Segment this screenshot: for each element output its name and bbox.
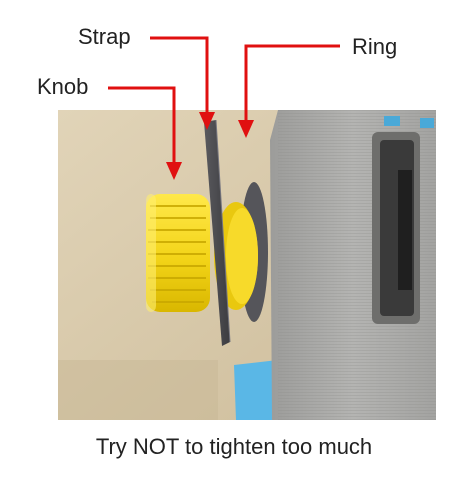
ring-label: Ring [352,34,398,59]
yellow-knob [146,194,210,312]
device-photo [58,110,436,420]
strap-label: Strap [78,24,131,49]
knob-label: Knob [37,74,89,99]
strap [204,120,230,346]
caption: Try NOT to tighten too much [95,434,373,459]
blue-part [234,360,280,420]
